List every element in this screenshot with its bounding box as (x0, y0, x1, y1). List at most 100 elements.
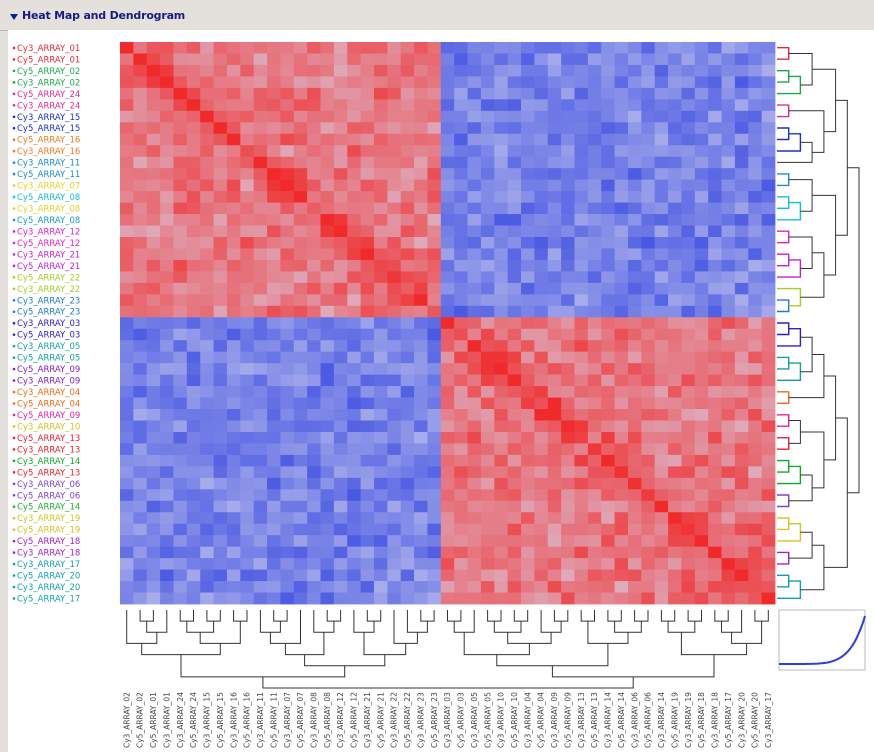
heatmap-cell[interactable] (360, 214, 375, 226)
heatmap-cell[interactable] (146, 386, 161, 398)
heatmap-cell[interactable] (280, 363, 295, 376)
heatmap-cell[interactable] (494, 535, 509, 548)
heatmap-cell[interactable] (240, 248, 255, 261)
heatmap-cell[interactable] (721, 87, 736, 100)
heatmap-cell[interactable] (694, 397, 709, 410)
heatmap-cell[interactable] (280, 168, 295, 181)
heatmap-cell[interactable] (561, 191, 575, 203)
heatmap-cell[interactable] (320, 340, 335, 353)
heatmap-cell[interactable] (454, 259, 468, 272)
heatmap-cell[interactable] (280, 443, 295, 456)
heatmap-cell[interactable] (654, 489, 669, 502)
heatmap-cell[interactable] (761, 271, 776, 284)
heatmap-cell[interactable] (547, 386, 562, 398)
heatmap-cell[interactable] (454, 42, 468, 54)
heatmap-cell[interactable] (293, 523, 308, 536)
heatmap-cell[interactable] (681, 259, 696, 272)
heatmap-cell[interactable] (240, 431, 255, 444)
heatmap-cell[interactable] (748, 87, 763, 100)
heatmap-cell[interactable] (267, 466, 281, 479)
heatmap-cell[interactable] (160, 99, 174, 112)
heatmap-cell[interactable] (226, 42, 241, 54)
heatmap-cell[interactable] (307, 546, 321, 559)
heatmap-cell[interactable] (213, 592, 228, 605)
heatmap-cell[interactable] (761, 454, 776, 467)
heatmap-cell[interactable] (373, 214, 388, 226)
heatmap-cell[interactable] (734, 581, 749, 593)
heatmap-cell[interactable] (360, 443, 375, 456)
heatmap-cell[interactable] (267, 569, 281, 582)
heatmap-cell[interactable] (186, 87, 201, 100)
heatmap-cell[interactable] (160, 420, 174, 433)
heatmap-cell[interactable] (480, 225, 495, 238)
heatmap-cell[interactable] (427, 76, 442, 89)
heatmap-cell[interactable] (160, 328, 174, 341)
heatmap-cell[interactable] (627, 523, 642, 536)
heatmap-cell[interactable] (467, 145, 482, 158)
heatmap-cell[interactable] (307, 500, 321, 513)
heatmap-cell[interactable] (186, 328, 201, 341)
heatmap-cell[interactable] (547, 558, 562, 570)
heatmap-cell[interactable] (480, 248, 495, 261)
heatmap-cell[interactable] (200, 305, 214, 318)
heatmap-cell[interactable] (681, 535, 696, 548)
heatmap-cell[interactable] (226, 340, 241, 353)
heatmap-cell[interactable] (507, 282, 522, 295)
heatmap-cell[interactable] (120, 420, 134, 433)
heatmap-cell[interactable] (173, 259, 188, 272)
heatmap-cell[interactable] (748, 145, 763, 158)
heatmap-cell[interactable] (280, 110, 295, 123)
heatmap-cell[interactable] (467, 248, 482, 261)
heatmap-cell[interactable] (253, 236, 268, 249)
heatmap-cell[interactable] (347, 214, 362, 226)
heatmap-cell[interactable] (574, 225, 589, 238)
heatmap-cell[interactable] (387, 145, 402, 158)
heatmap-cell[interactable] (253, 500, 268, 513)
heatmap-cell[interactable] (333, 133, 348, 146)
heatmap-cell[interactable] (761, 191, 776, 203)
heatmap-cell[interactable] (280, 214, 295, 226)
heatmap-cell[interactable] (708, 558, 722, 570)
heatmap-cell[interactable] (521, 512, 535, 525)
heatmap-cell[interactable] (293, 443, 308, 456)
heatmap-cell[interactable] (547, 569, 562, 582)
heatmap-cell[interactable] (601, 305, 615, 318)
heatmap-cell[interactable] (681, 168, 696, 181)
heatmap-cell[interactable] (387, 386, 402, 398)
heatmap-cell[interactable] (454, 202, 468, 215)
heatmap-cell[interactable] (240, 42, 255, 54)
heatmap-cell[interactable] (307, 110, 321, 123)
heatmap-cell[interactable] (521, 581, 535, 593)
heatmap-cell[interactable] (467, 351, 482, 364)
heatmap-cell[interactable] (521, 386, 535, 398)
heatmap-cell[interactable] (253, 133, 268, 146)
heatmap-cell[interactable] (587, 87, 602, 100)
heatmap-cell[interactable] (373, 500, 388, 513)
heatmap-cell[interactable] (708, 53, 722, 66)
heatmap-cell[interactable] (668, 477, 682, 490)
heatmap-cell[interactable] (173, 87, 188, 100)
heatmap-cell[interactable] (320, 64, 335, 77)
heatmap-cell[interactable] (641, 489, 656, 502)
heatmap-cell[interactable] (333, 202, 348, 215)
heatmap-cell[interactable] (146, 489, 161, 502)
heatmap-cell[interactable] (213, 64, 228, 77)
heatmap-cell[interactable] (654, 535, 669, 548)
heatmap-cell[interactable] (213, 466, 228, 479)
heatmap-cell[interactable] (694, 558, 709, 570)
heatmap-cell[interactable] (146, 351, 161, 364)
heatmap-cell[interactable] (761, 305, 776, 318)
heatmap-cell[interactable] (587, 340, 602, 353)
heatmap-cell[interactable] (240, 202, 255, 215)
heatmap-cell[interactable] (494, 64, 509, 77)
heatmap-cell[interactable] (734, 122, 749, 135)
heatmap-cell[interactable] (307, 431, 321, 444)
heatmap-cell[interactable] (320, 305, 335, 318)
heatmap-cell[interactable] (120, 569, 134, 582)
heatmap-cell[interactable] (587, 156, 602, 169)
heatmap-cell[interactable] (280, 409, 295, 421)
heatmap-cell[interactable] (200, 64, 214, 77)
heatmap-cell[interactable] (480, 191, 495, 203)
heatmap-cell[interactable] (748, 523, 763, 536)
heatmap-cell[interactable] (507, 42, 522, 54)
